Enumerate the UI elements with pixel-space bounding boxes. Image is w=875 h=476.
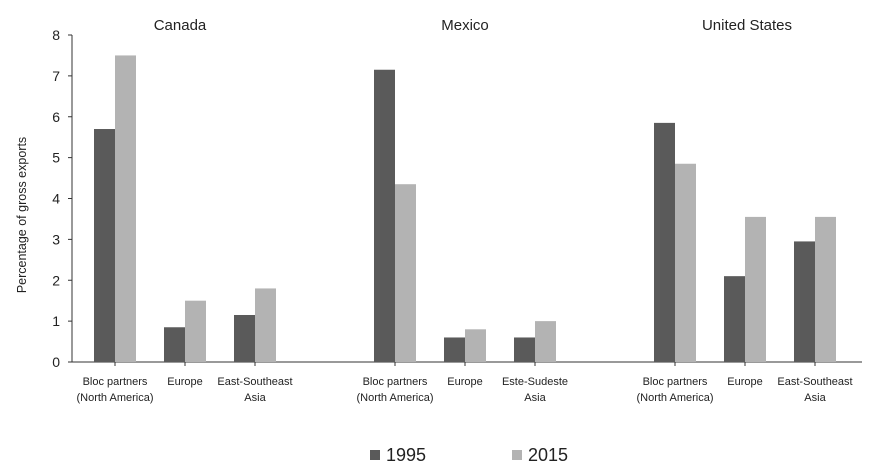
bar-canada-c1-2015 [185,300,206,362]
x-tick-label-mexico-c2-l0: Este-Sudeste [502,376,568,388]
bar-united-states-c2-2015 [815,216,836,362]
y-tick-label-6: 6 [52,109,60,125]
x-tick-label-united-states-c0-l0: Bloc partners [643,376,708,388]
y-tick-label-7: 7 [52,68,60,84]
x-tick-label-united-states-c0-l1: (North America) [636,392,713,404]
x-tick-label-canada-c0-l0: Bloc partners [83,376,148,388]
x-tick-label-united-states-c2-l1: Asia [804,392,826,404]
legend-label-1995: 1995 [386,444,427,465]
bar-mexico-c0-1995 [374,69,395,363]
panel-title-united-states: United States [702,17,792,34]
y-tick-label-0: 0 [52,354,60,370]
y-tick-label-1: 1 [52,313,60,329]
y-tick-label-8: 8 [52,27,60,43]
x-tick-label-mexico-c2-l1: Asia [524,392,546,404]
bar-mexico-c2-2015 [535,321,556,362]
y-tick-label-2: 2 [52,272,60,288]
bar-united-states-c0-2015 [675,163,696,362]
x-tick-label-mexico-c0-l0: Bloc partners [363,376,428,388]
bar-united-states-c0-1995 [654,122,675,362]
panel-title-canada: Canada [154,17,207,34]
panel-title-mexico: Mexico [441,17,489,34]
y-tick-label-5: 5 [52,150,60,166]
x-tick-label-canada-c2-l1: Asia [244,392,266,404]
bar-canada-c1-1995 [164,327,185,362]
bar-mexico-c0-2015 [395,184,416,362]
x-tick-label-mexico-c0-l1: (North America) [356,392,433,404]
bar-united-states-c2-1995 [794,241,815,362]
bar-canada-c2-2015 [255,288,276,362]
legend-swatch-1995 [370,450,380,460]
legend-swatch-2015 [512,450,522,460]
bar-mexico-c1-1995 [444,337,465,362]
legend: 1995 2015 [0,440,875,470]
bar-united-states-c1-2015 [745,216,766,362]
y-axis-title: Percentage of gross exports [15,136,29,294]
bar-mexico-c1-2015 [465,329,486,362]
x-tick-label-canada-c0-l1: (North America) [76,392,153,404]
x-tick-label-united-states-c1-l0: Europe [727,376,762,388]
bar-canada-c2-1995 [234,314,255,362]
bar-united-states-c1-1995 [724,276,745,362]
y-tick-label-4: 4 [52,191,60,207]
bar-mexico-c2-1995 [514,337,535,362]
bar-canada-c0-2015 [115,55,136,362]
x-tick-label-canada-c2-l0: East-Southeast [217,376,292,388]
legend-label-2015: 2015 [528,444,569,465]
legend-item-2015: 2015 [512,440,568,470]
legend-item-1995: 1995 [370,440,426,470]
x-tick-label-mexico-c1-l0: Europe [447,376,482,388]
y-tick-label-3: 3 [52,231,60,247]
x-tick-label-canada-c1-l0: Europe [167,376,202,388]
bar-canada-c0-1995 [94,129,115,362]
x-tick-label-united-states-c2-l0: East-Southeast [777,376,852,388]
